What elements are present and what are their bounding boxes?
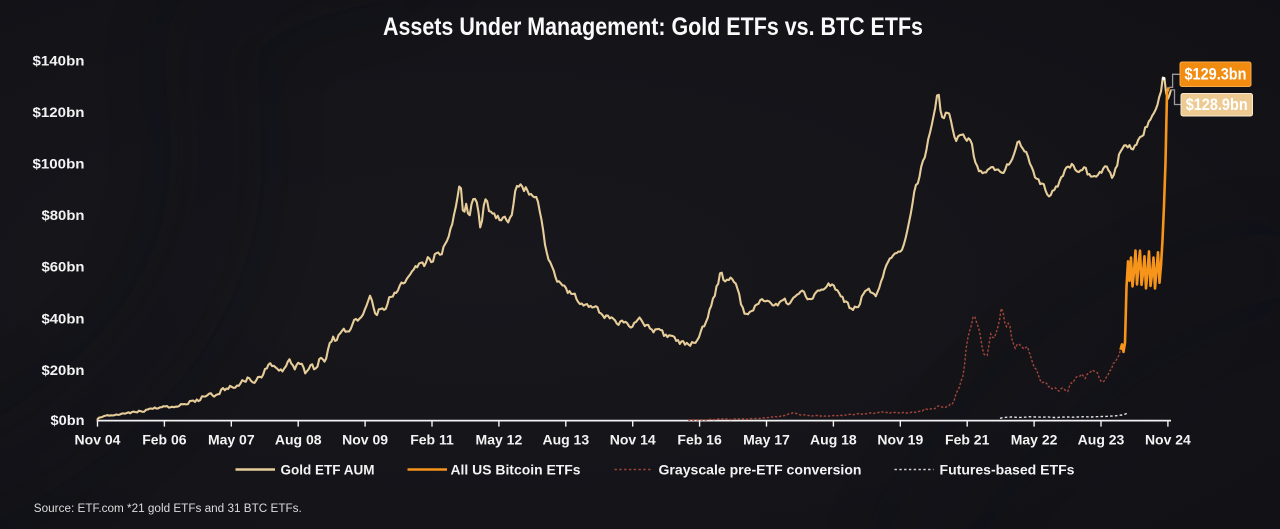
svg-text:$140bn: $140bn [33,53,85,69]
svg-text:May 12: May 12 [476,432,523,448]
svg-text:Feb 06: Feb 06 [142,432,187,448]
svg-text:$60bn: $60bn [42,259,85,275]
svg-text:$129.3bn: $129.3bn [1185,66,1247,84]
svg-text:Futures-based ETFs: Futures-based ETFs [940,463,1075,478]
svg-text:May 17: May 17 [743,432,790,448]
svg-text:Nov 24: Nov 24 [1145,432,1191,448]
svg-text:Nov 14: Nov 14 [610,432,656,448]
svg-text:Aug 13: Aug 13 [542,432,589,448]
svg-text:$0bn: $0bn [51,412,85,428]
svg-text:$40bn: $40bn [42,310,85,326]
svg-text:Feb 11: Feb 11 [410,432,454,448]
svg-text:May 22: May 22 [1011,432,1058,448]
svg-text:Aug 23: Aug 23 [1078,432,1125,448]
svg-text:Nov 04: Nov 04 [75,432,121,448]
svg-text:Feb 16: Feb 16 [677,432,722,448]
svg-text:Feb 21: Feb 21 [945,432,990,448]
svg-text:$120bn: $120bn [33,104,85,120]
svg-text:Aug 08: Aug 08 [275,432,322,448]
svg-text:$20bn: $20bn [42,362,85,378]
svg-text:Nov 09: Nov 09 [342,432,388,448]
svg-text:Gold ETF AUM: Gold ETF AUM [281,463,375,478]
svg-text:Nov 19: Nov 19 [877,432,923,448]
svg-text:$128.9bn: $128.9bn [1186,96,1248,114]
svg-text:Aug 18: Aug 18 [810,432,857,448]
svg-text:All US Bitcoin ETFs: All US Bitcoin ETFs [451,463,581,478]
svg-text:$80bn: $80bn [42,207,85,223]
svg-text:Grayscale pre-ETF conversion: Grayscale pre-ETF conversion [659,463,862,478]
svg-text:May 07: May 07 [208,432,255,448]
svg-text:Source: ETF.com *21 gold ETFs: Source: ETF.com *21 gold ETFs and 31 BTC… [34,503,302,515]
svg-text:Assets Under Management: Gold: Assets Under Management: Gold ETFs vs. B… [383,13,923,41]
svg-text:$100bn: $100bn [33,156,85,172]
